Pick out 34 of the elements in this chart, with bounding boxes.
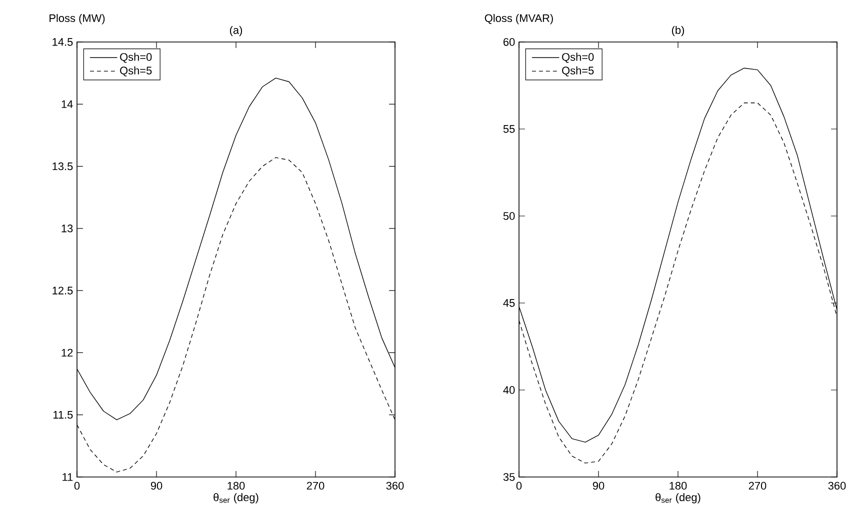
y-axis-title: Ploss (MW): [50, 14, 105, 24]
x-tick-label: 0: [74, 482, 80, 490]
y-tick-label: 55: [503, 125, 515, 133]
y-tick-label: 11.5: [53, 411, 73, 419]
legend-label: Qsh=5: [562, 66, 594, 76]
y-tick-label: 12.5: [52, 286, 73, 294]
y-tick-label: 40: [503, 386, 515, 394]
x-tick-label: 360: [386, 482, 404, 490]
x-tick-label: 180: [670, 482, 687, 490]
y-tick-label: 14: [62, 100, 73, 108]
legend-label: Qsh=0: [562, 52, 594, 63]
y-tick-label: 60: [504, 38, 515, 46]
y-tick-label: 35: [503, 473, 515, 481]
y-tick-label: 50: [503, 212, 515, 220]
y-tick-label: 13: [62, 224, 73, 232]
chart-title: (a): [230, 26, 242, 36]
y-tick-label: 45: [503, 299, 515, 307]
legend-label: Qsh=5: [120, 66, 152, 76]
x-tick-label: 180: [228, 482, 245, 490]
x-tick-label: 90: [150, 482, 162, 490]
y-tick-label: 14.5: [52, 38, 73, 46]
x-axis-title: θ$_{ser}$ (deg): [214, 493, 258, 504]
x-tick-label: 90: [592, 482, 604, 490]
x-axis-title: θ$_{ser}$ (deg): [656, 493, 700, 504]
x-tick-label: 270: [748, 482, 766, 490]
y-axis-title: Qloss (MVAR): [484, 14, 553, 24]
x-tick-label: 360: [828, 482, 846, 490]
y-tick-label: 11: [62, 473, 73, 481]
legend-label: Qsh=0: [120, 52, 152, 63]
x-tick-label: 0: [516, 482, 522, 490]
y-tick-label: 12: [62, 348, 73, 357]
x-tick-label: 270: [306, 482, 324, 490]
chart-title: (b): [672, 26, 684, 36]
y-tick-label: 13.5: [52, 162, 73, 170]
